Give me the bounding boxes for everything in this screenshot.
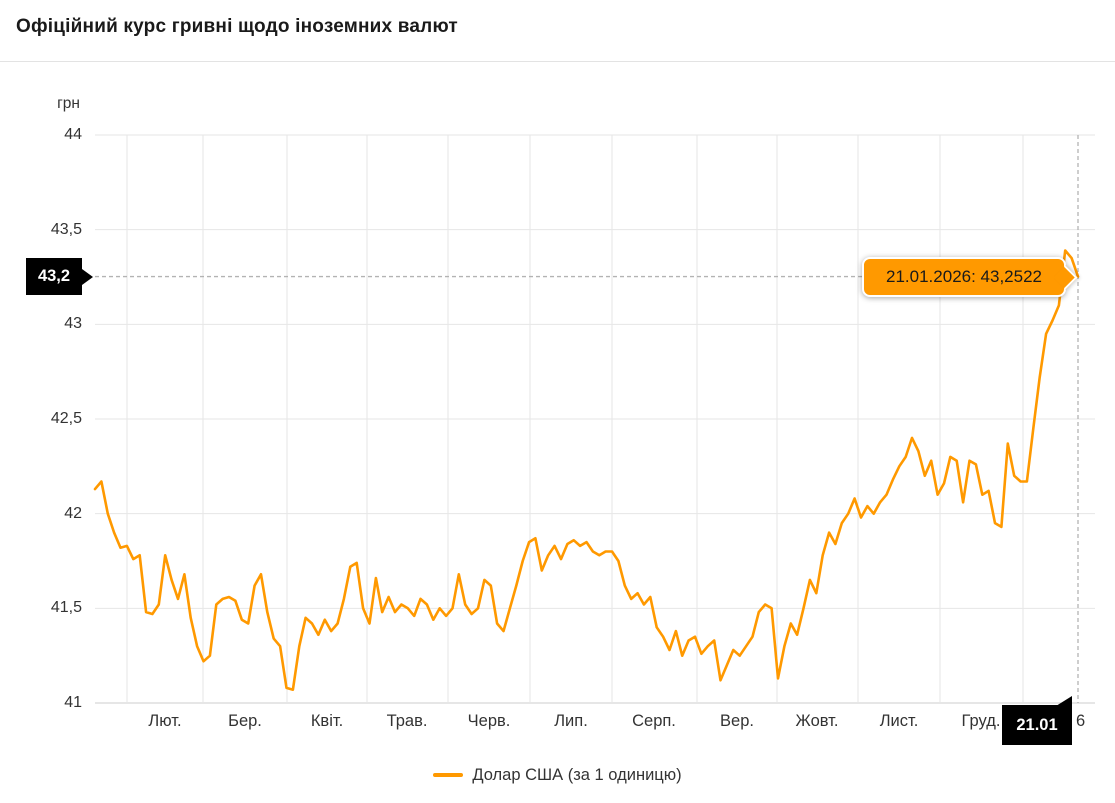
usd-rate-series-line[interactable] [93,249,1080,691]
x-axis-month-label: Жовт. [795,712,839,730]
crosshair-y-value-callout: 43,2 [26,258,93,296]
y-axis-tick-label: 44 [64,126,82,143]
x-axis-month-label: Бер. [228,712,262,730]
legend-line-marker [433,773,464,777]
data-point-tooltip: 21.01.2026: 43,2522 [862,256,1066,297]
page-title: Офіційний курс гривні щодо іноземних вал… [16,16,458,37]
x-axis-month-label: Лип. [554,712,588,730]
x-axis-month-label: Серп. [632,712,676,730]
legend-label: Долар США (за 1 одиницю) [472,765,682,784]
y-axis-tick-label: 41 [64,694,82,711]
x-axis-year-label-partial: 6 [1076,712,1086,730]
legend-item-usd[interactable]: Долар США (за 1 одиницю) [433,765,682,785]
y-axis-tick-label: 41,5 [50,599,82,617]
x-axis-month-label: Лют. [148,712,182,730]
y-axis-unit-label: грн [57,95,80,112]
y-axis-tick-label: 42 [64,504,82,522]
x-axis-month-label: Лист. [879,712,919,730]
x-axis-month-label: Черв. [467,712,511,730]
x-axis-month-label: Квіт. [310,712,344,730]
x-axis-month-label: Трав. [386,712,428,730]
y-axis-tick-label: 42,5 [50,410,82,427]
x-axis-month-label: Вер. [720,712,754,730]
y-axis-tick-label: 43 [64,315,82,333]
x-axis-month-label: Груд. [961,712,1001,730]
chart-legend: Долар США (за 1 одиницю) [0,758,1115,792]
y-axis-tick-label: 43,5 [50,220,82,238]
crosshair-date-callout: 21.01 [1002,696,1072,745]
page-header: Офіційний курс гривні щодо іноземних вал… [0,0,1115,62]
